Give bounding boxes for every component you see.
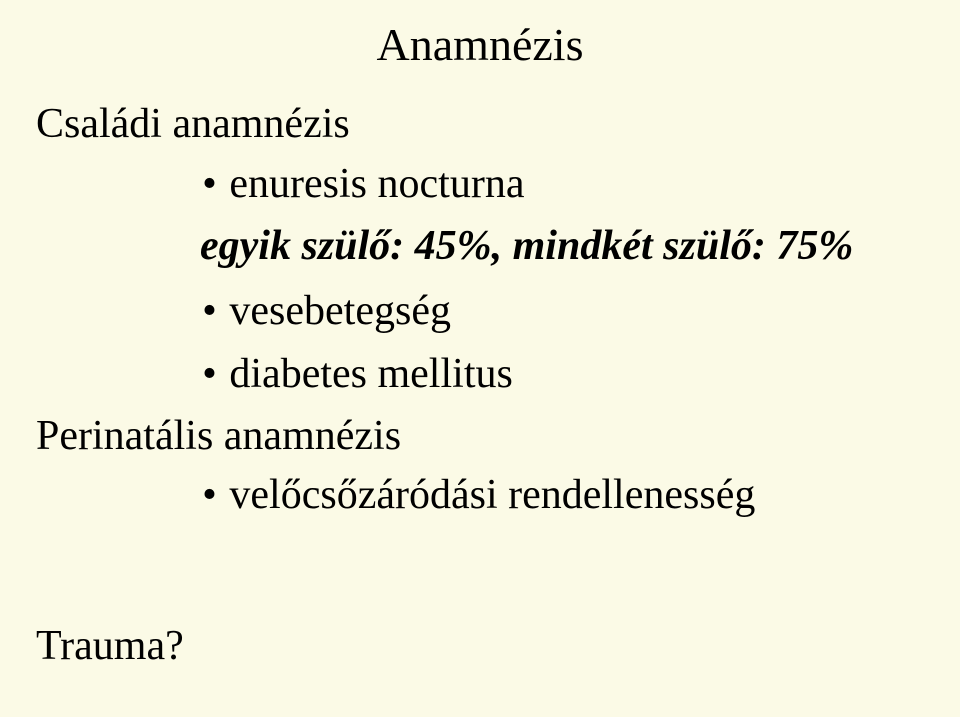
bullet-item: • diabetes mellitus	[200, 350, 513, 398]
slide-title: Anamnézis	[0, 18, 960, 71]
section-heading-family: Családi anamnézis	[36, 100, 350, 148]
section-heading-trauma: Trauma?	[36, 622, 184, 670]
bullet-text: velőcsőzáródási rendellenesség	[229, 472, 755, 518]
bullet-text: enuresis nocturna	[229, 161, 524, 207]
bullet-item: • vesebetegség	[200, 287, 451, 335]
bullet-item: • enuresis nocturna	[200, 160, 524, 208]
bullet-text: diabetes mellitus	[229, 351, 512, 397]
bullet-item-emphasis: egyik szülő: 45%, mindkét szülő: 75%	[200, 222, 853, 270]
bullet-icon: •	[200, 160, 219, 208]
bullet-icon: •	[200, 471, 219, 519]
bullet-text: vesebetegség	[229, 288, 451, 334]
bullet-item: • velőcsőzáródási rendellenesség	[200, 471, 755, 519]
bullet-text: egyik szülő: 45%, mindkét szülő: 75%	[200, 223, 853, 269]
bullet-icon: •	[200, 350, 219, 398]
slide: Anamnézis Családi anamnézis • enuresis n…	[0, 0, 960, 717]
section-heading-perinatal: Perinatális anamnézis	[36, 412, 401, 460]
bullet-icon: •	[200, 287, 219, 335]
